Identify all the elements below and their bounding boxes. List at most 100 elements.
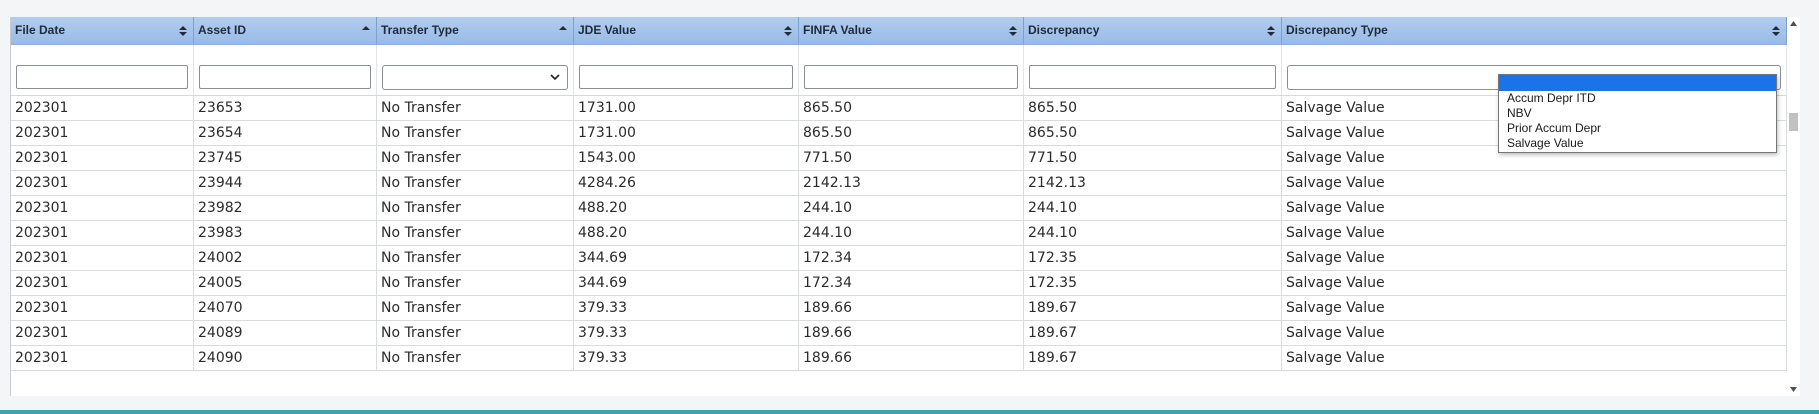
column-header-file-date[interactable]: File Date bbox=[11, 17, 194, 44]
cell-asset-id: 24005 bbox=[194, 271, 377, 295]
discrepancy-type-dropdown-list[interactable]: Accum Depr ITD NBV Prior Accum Depr Salvage… bbox=[1498, 74, 1777, 153]
column-header-label: Transfer Type bbox=[381, 23, 459, 37]
cell-finfa-value: 189.66 bbox=[799, 321, 1024, 345]
cell-file-date: 202301 bbox=[11, 321, 194, 345]
cell-discrepancy-type: Salvage Value bbox=[1282, 296, 1787, 320]
cell-discrepancy: 865.50 bbox=[1024, 96, 1282, 120]
cell-discrepancy-type: Salvage Value bbox=[1282, 346, 1787, 370]
cell-discrepancy-type: Salvage Value bbox=[1282, 221, 1787, 245]
cell-file-date: 202301 bbox=[11, 196, 194, 220]
cell-file-date: 202301 bbox=[11, 296, 194, 320]
sort-both-icon[interactable] bbox=[784, 26, 792, 36]
table-row[interactable]: 202301 24070 No Transfer 379.33 189.66 189.67… bbox=[11, 296, 1787, 321]
vertical-scrollbar[interactable] bbox=[1787, 17, 1800, 396]
cell-finfa-value: 771.50 bbox=[799, 146, 1024, 170]
cell-jde-value: 488.20 bbox=[574, 196, 799, 220]
column-header-discrepancy[interactable]: Discrepancy bbox=[1024, 17, 1282, 44]
transfer-type-filter-select[interactable] bbox=[382, 65, 568, 90]
jde-value-filter-input[interactable] bbox=[579, 65, 793, 89]
column-header-asset-id[interactable]: Asset ID bbox=[194, 17, 377, 44]
finfa-value-filter-input[interactable] bbox=[804, 65, 1018, 89]
cell-finfa-value: 172.34 bbox=[799, 246, 1024, 270]
cell-jde-value: 488.20 bbox=[574, 221, 799, 245]
file-date-filter-input[interactable] bbox=[16, 65, 188, 89]
filter-cell-finfa-value bbox=[799, 45, 1024, 95]
cell-finfa-value: 865.50 bbox=[799, 96, 1024, 120]
column-header-finfa-value[interactable]: FINFA Value bbox=[799, 17, 1024, 44]
cell-discrepancy: 2142.13 bbox=[1024, 171, 1282, 195]
cell-file-date: 202301 bbox=[11, 121, 194, 145]
table-row[interactable]: 202301 23982 No Transfer 488.20 244.10 244.10… bbox=[11, 196, 1787, 221]
cell-discrepancy: 771.50 bbox=[1024, 146, 1282, 170]
cell-jde-value: 1543.00 bbox=[574, 146, 799, 170]
column-header-jde-value[interactable]: JDE Value bbox=[574, 17, 799, 44]
dropdown-option[interactable]: Prior Accum Depr bbox=[1507, 121, 1602, 135]
cell-finfa-value: 244.10 bbox=[799, 196, 1024, 220]
cell-file-date: 202301 bbox=[11, 146, 194, 170]
filter-cell-transfer-type bbox=[377, 45, 574, 95]
table-row[interactable]: 202301 23745 No Transfer 1543.00 771.50 771.5… bbox=[11, 146, 1787, 171]
cell-transfer-type: No Transfer bbox=[377, 246, 574, 270]
cell-finfa-value: 244.10 bbox=[799, 221, 1024, 245]
cell-discrepancy-type: Salvage Value bbox=[1282, 146, 1787, 170]
scroll-up-arrow-icon[interactable] bbox=[1790, 21, 1797, 26]
table-row[interactable]: 202301 24090 No Transfer 379.33 189.66 189.67… bbox=[11, 346, 1787, 371]
dropdown-option[interactable]: Salvage Value bbox=[1507, 136, 1584, 150]
cell-jde-value: 4284.26 bbox=[574, 171, 799, 195]
column-header-label: Asset ID bbox=[198, 23, 247, 37]
cell-file-date: 202301 bbox=[11, 96, 194, 120]
cell-asset-id: 23745 bbox=[194, 146, 377, 170]
cell-asset-id: 23653 bbox=[194, 96, 377, 120]
column-header-transfer-type[interactable]: Transfer Type bbox=[377, 17, 574, 44]
cell-file-date: 202301 bbox=[11, 271, 194, 295]
table-row[interactable]: 202301 23944 No Transfer 4284.26 2142.13 2142… bbox=[11, 171, 1787, 196]
scroll-thumb[interactable] bbox=[1789, 113, 1798, 131]
header-row: File Date Asset ID Transfer Type JDE Value F… bbox=[11, 17, 1787, 45]
sort-both-icon[interactable] bbox=[1009, 26, 1017, 36]
asset-id-filter-input[interactable] bbox=[199, 65, 371, 89]
cell-file-date: 202301 bbox=[11, 246, 194, 270]
dropdown-option[interactable] bbox=[1499, 75, 1776, 91]
dropdown-option[interactable]: NBV bbox=[1507, 106, 1532, 120]
filter-row bbox=[11, 45, 1787, 96]
cell-finfa-value: 189.66 bbox=[799, 296, 1024, 320]
discrepancy-filter-input[interactable] bbox=[1029, 65, 1276, 89]
table-row[interactable]: 202301 23654 No Transfer 1731.00 865.50 865.5… bbox=[11, 121, 1787, 146]
table-row[interactable]: 202301 24005 No Transfer 344.69 172.34 172.35… bbox=[11, 271, 1787, 296]
cell-jde-value: 379.33 bbox=[574, 321, 799, 345]
cell-asset-id: 24070 bbox=[194, 296, 377, 320]
cell-asset-id: 24002 bbox=[194, 246, 377, 270]
cell-discrepancy: 189.67 bbox=[1024, 296, 1282, 320]
cell-asset-id: 23944 bbox=[194, 171, 377, 195]
cell-asset-id: 23654 bbox=[194, 121, 377, 145]
table-row[interactable]: 202301 23983 No Transfer 488.20 244.10 244.10… bbox=[11, 221, 1787, 246]
cell-file-date: 202301 bbox=[11, 171, 194, 195]
cell-file-date: 202301 bbox=[11, 346, 194, 370]
cell-transfer-type: No Transfer bbox=[377, 271, 574, 295]
scroll-down-arrow-icon[interactable] bbox=[1790, 387, 1797, 392]
sort-both-icon[interactable] bbox=[1772, 26, 1780, 36]
filter-cell-file-date bbox=[11, 45, 194, 95]
column-header-label: Discrepancy bbox=[1028, 23, 1100, 37]
sort-both-icon[interactable] bbox=[179, 26, 187, 36]
table-row[interactable]: 202301 23653 No Transfer 1731.00 865.50 865.5… bbox=[11, 96, 1787, 121]
cell-asset-id: 23983 bbox=[194, 221, 377, 245]
table-row[interactable]: 202301 24089 No Transfer 379.33 189.66 189.67… bbox=[11, 321, 1787, 346]
cell-transfer-type: No Transfer bbox=[377, 221, 574, 245]
cell-finfa-value: 865.50 bbox=[799, 121, 1024, 145]
cell-transfer-type: No Transfer bbox=[377, 346, 574, 370]
column-header-label: File Date bbox=[15, 23, 66, 37]
cell-discrepancy-type: Salvage Value bbox=[1282, 121, 1787, 145]
column-header-discrepancy-type[interactable]: Discrepancy Type bbox=[1282, 17, 1787, 44]
cell-discrepancy-type: Salvage Value bbox=[1282, 321, 1787, 345]
cell-transfer-type: No Transfer bbox=[377, 296, 574, 320]
sort-asc-icon[interactable] bbox=[559, 26, 567, 36]
table-row[interactable]: 202301 24002 No Transfer 344.69 172.34 172.35… bbox=[11, 246, 1787, 271]
cell-discrepancy-type: Salvage Value bbox=[1282, 196, 1787, 220]
sort-both-icon[interactable] bbox=[1267, 26, 1275, 36]
cell-transfer-type: No Transfer bbox=[377, 196, 574, 220]
dropdown-option[interactable]: Accum Depr ITD bbox=[1507, 91, 1596, 105]
cell-jde-value: 379.33 bbox=[574, 346, 799, 370]
filter-cell-jde-value bbox=[574, 45, 799, 95]
sort-asc-icon[interactable] bbox=[362, 26, 370, 36]
